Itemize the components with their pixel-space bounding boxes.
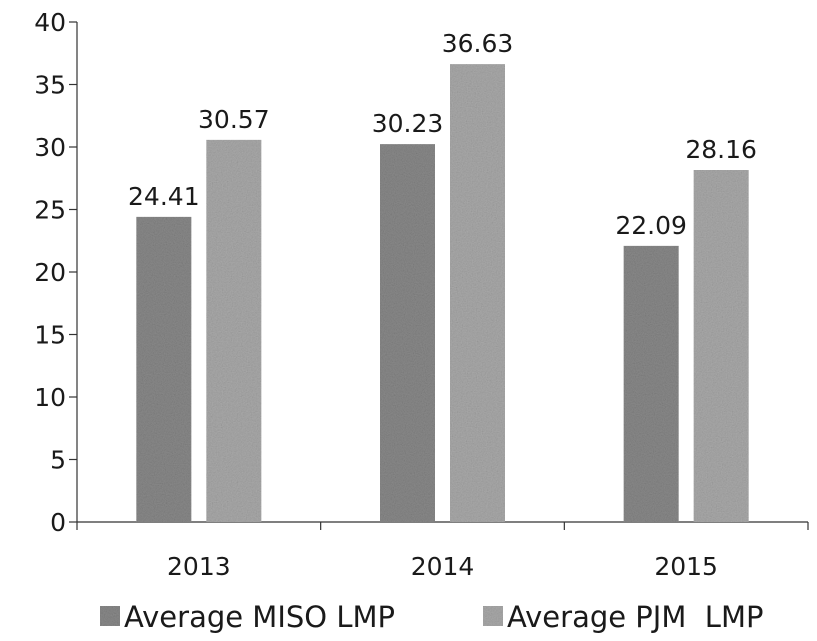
y-tick-label: 25 — [34, 196, 66, 225]
legend: Average MISO LMP Average PJM LMP — [100, 600, 763, 634]
data-label: 28.16 — [685, 135, 757, 164]
x-category-label: 2014 — [411, 552, 475, 581]
y-tick-label: 0 — [50, 508, 66, 537]
bars — [136, 64, 749, 522]
data-label: 36.63 — [442, 29, 514, 58]
x-category-label: 2013 — [167, 552, 231, 581]
y-tick-label: 35 — [34, 71, 66, 100]
data-label: 22.09 — [615, 211, 687, 240]
data-label: 24.41 — [128, 182, 200, 211]
bar-pjm — [450, 64, 505, 522]
y-tick-label: 15 — [34, 321, 66, 350]
bar-miso — [623, 245, 679, 522]
data-label: 30.57 — [198, 105, 270, 134]
bar-miso — [380, 144, 435, 522]
legend-swatch-pjm — [483, 606, 503, 626]
bar-pjm — [693, 170, 749, 522]
legend-label-miso: Average MISO LMP — [124, 600, 395, 634]
y-tick-label: 40 — [34, 8, 66, 37]
y-tick-label: 30 — [34, 133, 66, 162]
bar-miso — [136, 216, 192, 522]
y-tick-label: 5 — [50, 446, 66, 475]
y-tick-label: 20 — [34, 258, 66, 287]
x-category-label: 2015 — [654, 552, 718, 581]
value-labels: 24.41 30.57 30.23 36.63 22.09 28.16 — [128, 29, 757, 240]
y-axis: 0 5 10 15 20 25 30 35 40 — [34, 8, 78, 537]
data-label: 30.23 — [372, 109, 444, 138]
x-axis: 2013 2014 2015 — [76, 521, 809, 581]
y-tick-label: 10 — [34, 383, 66, 412]
legend-label-pjm: Average PJM LMP — [507, 600, 763, 634]
legend-swatch-miso — [100, 606, 120, 626]
bar-pjm — [206, 139, 262, 522]
